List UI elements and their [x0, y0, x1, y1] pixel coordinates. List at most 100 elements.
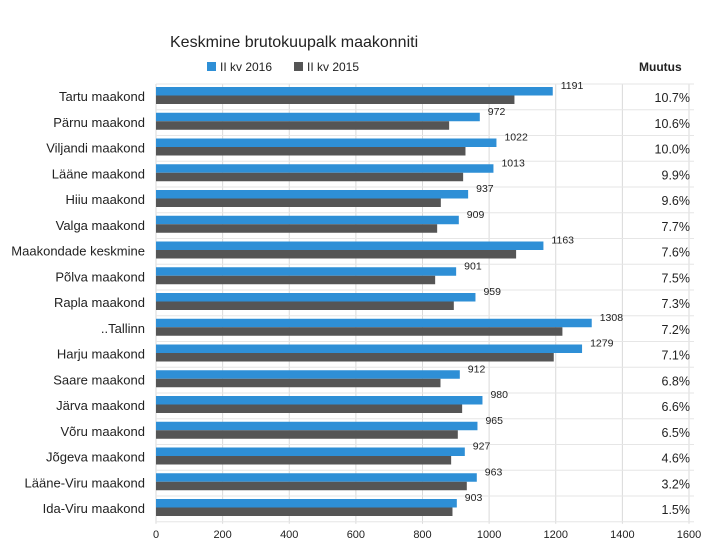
bar-2016 [156, 215, 459, 225]
data-label: 901 [464, 260, 482, 272]
data-label: 980 [490, 389, 508, 401]
change-value: 9.6% [662, 194, 691, 208]
bars: 1191 972 1022 1013 937 909 1163 901 959 1308 1279 9… [156, 80, 623, 516]
data-label: 903 [465, 492, 483, 504]
bar-2015 [156, 507, 453, 516]
bar-2015 [156, 378, 441, 388]
data-label: 937 [476, 183, 494, 195]
bar-2016 [156, 138, 497, 147]
data-label: 1308 [600, 312, 624, 324]
bar-2016 [156, 447, 465, 456]
x-tick-label: 0 [153, 529, 159, 540]
bar-2015 [156, 430, 458, 439]
bar-2015 [156, 224, 438, 233]
bar-2015 [156, 404, 463, 413]
bar-2016 [156, 190, 469, 199]
change-values: 10.7% 10.6% 10.0% 9.9% 9.6% 7.7% 7.6% 7.5% 7.3% 7… [655, 91, 690, 517]
category-label: ..Tallinn [101, 321, 145, 336]
change-value: 6.5% [662, 426, 691, 440]
bar-2015 [156, 275, 436, 285]
change-column-header: Muutus [639, 60, 682, 74]
legend-swatch-2015 [294, 62, 303, 71]
category-label: Tartu maakond [59, 89, 145, 104]
legend-label-2015: II kv 2015 [307, 60, 359, 74]
bar-2016 [156, 499, 457, 508]
data-label: 1022 [504, 132, 528, 144]
bar-2016 [156, 267, 457, 276]
data-label: 972 [488, 106, 506, 118]
category-label: Pärnu maakond [53, 115, 145, 130]
bar-2016 [156, 396, 483, 405]
category-label: Lääne maakond [52, 166, 145, 181]
category-label: Viljandi maakond [46, 141, 145, 156]
category-label: Jõgeva maakond [46, 450, 145, 465]
change-value: 4.6% [662, 452, 691, 466]
x-tick-label: 400 [280, 529, 298, 540]
change-value: 1.5% [662, 503, 691, 517]
bar-2016 [156, 421, 478, 431]
data-label: 959 [483, 286, 501, 298]
x-tick-label: 1600 [677, 529, 701, 540]
bar-2015 [156, 353, 554, 362]
change-value: 10.6% [655, 117, 690, 131]
bar-2015 [156, 147, 466, 156]
x-axis-ticks: 0 200 400 600 800 1000 1200 1400 1600 [153, 529, 701, 540]
bar-2016 [156, 112, 480, 122]
chart-title: Keskmine brutokuupalk maakonniti [170, 34, 418, 51]
data-label: 909 [467, 209, 485, 221]
change-value: 7.6% [662, 246, 691, 260]
change-value: 9.9% [662, 168, 691, 182]
change-value: 6.6% [662, 400, 691, 414]
category-labels: Tartu maakond Pärnu maakond Viljandi maako… [11, 89, 145, 516]
category-label: Valga maakond [56, 218, 145, 233]
bar-2015 [156, 301, 454, 310]
bar-2015 [156, 481, 467, 491]
change-value: 10.0% [655, 143, 690, 157]
gridlines [155, 83, 694, 524]
category-label: Hiiu maakond [66, 192, 146, 207]
data-label: 1279 [590, 338, 614, 350]
category-label: Lääne-Viru maakond [25, 475, 145, 490]
category-label: Ida-Viru maakond [43, 501, 145, 516]
x-tick-label: 1200 [544, 529, 568, 540]
bar-2015 [156, 121, 450, 130]
bar-2015 [156, 198, 441, 207]
data-label: 1191 [561, 80, 584, 92]
x-tick-label: 800 [413, 529, 431, 540]
change-value: 6.8% [662, 374, 691, 388]
bar-2016 [156, 344, 583, 353]
change-value: 7.7% [662, 220, 691, 234]
bar-2016 [156, 293, 476, 302]
x-tick-label: 600 [347, 529, 365, 540]
legend-swatch-2016 [207, 62, 216, 71]
change-value: 7.1% [662, 349, 691, 363]
change-value: 3.2% [662, 477, 691, 491]
data-label: 1163 [551, 235, 574, 247]
bar-2015 [156, 250, 517, 259]
bar-2015 [156, 327, 563, 336]
category-label: Harju maakond [57, 347, 145, 362]
x-tick-label: 1000 [477, 529, 501, 540]
data-label: 927 [473, 441, 491, 453]
x-tick-label: 1400 [610, 529, 634, 540]
category-label: Järva maakond [56, 398, 145, 413]
change-value: 7.3% [662, 297, 691, 311]
bar-2015 [156, 95, 515, 104]
category-label: Maakondade keskmine [11, 244, 145, 259]
bar-2016 [156, 473, 477, 482]
category-label: Rapla maakond [54, 295, 145, 310]
change-value: 10.7% [655, 91, 690, 105]
data-label: 963 [485, 466, 503, 478]
change-value: 7.5% [662, 271, 691, 285]
category-label: Põlva maakond [55, 269, 145, 284]
bar-2015 [156, 456, 452, 465]
bar-2016 [156, 241, 544, 250]
data-label: 1013 [501, 157, 525, 169]
data-label: 965 [485, 415, 503, 427]
change-value: 7.2% [662, 323, 691, 337]
legend-label-2016: II kv 2016 [220, 60, 272, 74]
bar-2016 [156, 318, 592, 328]
legend: II kv 2016 II kv 2015 [207, 60, 359, 74]
bar-2016 [156, 370, 460, 379]
